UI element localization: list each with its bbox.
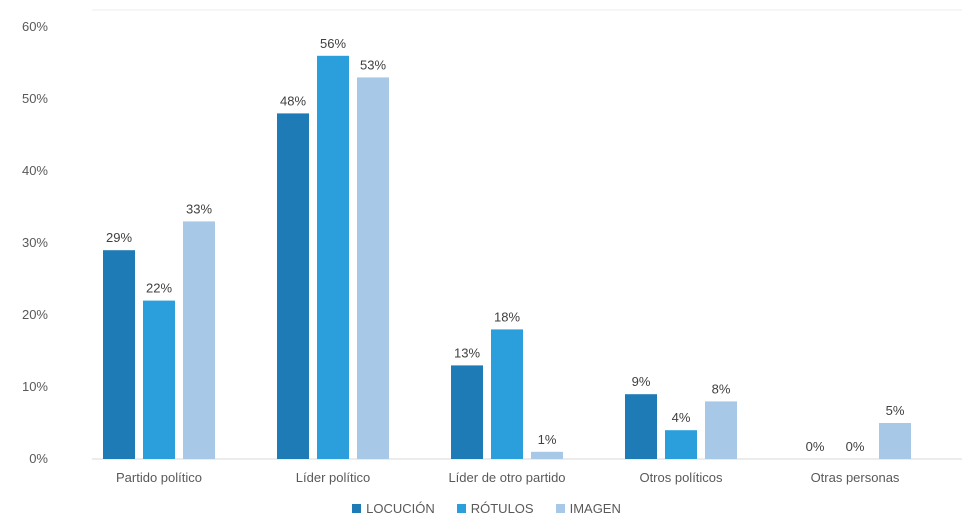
legend-item-locucion: LOCUCIÓN — [352, 501, 435, 516]
bar-data-label: 9% — [632, 374, 651, 389]
bar — [357, 77, 389, 460]
x-category-label: Líder de otro partido — [448, 470, 565, 485]
bar — [665, 430, 697, 459]
bar-data-label: 4% — [672, 410, 691, 425]
y-tick-label: 10% — [22, 379, 48, 394]
legend-label-rotulos: RÓTULOS — [470, 501, 534, 516]
y-tick-label: 0% — [29, 451, 48, 466]
bar-data-label: 5% — [886, 403, 905, 418]
x-category-label: Otros políticos — [639, 470, 723, 485]
bar — [879, 423, 911, 459]
bar-data-label: 0% — [806, 439, 825, 454]
bar — [317, 55, 349, 460]
bar-data-label: 1% — [538, 432, 557, 447]
bar-data-label: 22% — [146, 281, 172, 296]
bar-data-label: 48% — [280, 93, 306, 108]
legend-swatch-locucion — [352, 504, 362, 513]
chart-legend: LOCUCIÓN RÓTULOS IMAGEN — [0, 500, 973, 517]
bar — [143, 300, 175, 459]
bar-chart: 0% 10% 20% 30% 40% 50% 60% Partido político Líde… — [22, 9, 962, 485]
bar-data-label: 56% — [320, 36, 346, 51]
bar — [103, 250, 135, 459]
bar-data-label: 29% — [106, 230, 132, 245]
legend-swatch-imagen — [555, 504, 565, 513]
bar — [625, 394, 657, 459]
bar-data-label: 0% — [846, 439, 865, 454]
bar — [491, 329, 523, 459]
bar — [451, 365, 483, 459]
x-category-label: Líder político — [296, 470, 370, 485]
legend-label-locucion: LOCUCIÓN — [366, 501, 435, 516]
x-category-label: Partido político — [116, 470, 202, 485]
bar — [531, 451, 563, 459]
bar-data-label: 18% — [494, 309, 520, 324]
bar-data-label: 33% — [186, 201, 212, 216]
bar — [183, 221, 215, 459]
y-tick-label: 60% — [22, 19, 48, 34]
legend-item-imagen: IMAGEN — [555, 501, 621, 516]
bar-data-label: 13% — [454, 345, 480, 360]
x-category-label: Otras personas — [811, 470, 900, 485]
y-tick-label: 30% — [22, 235, 48, 250]
y-tick-label: 40% — [22, 163, 48, 178]
bar-data-label: 53% — [360, 57, 386, 72]
y-tick-label: 50% — [22, 91, 48, 106]
y-tick-label: 20% — [22, 307, 48, 322]
bar — [277, 113, 309, 460]
legend-label-imagen: IMAGEN — [569, 501, 621, 516]
bar-data-label: 8% — [712, 381, 731, 396]
bar — [705, 401, 737, 459]
legend-swatch-rotulos — [456, 504, 466, 513]
legend-item-rotulos: RÓTULOS — [456, 501, 534, 516]
